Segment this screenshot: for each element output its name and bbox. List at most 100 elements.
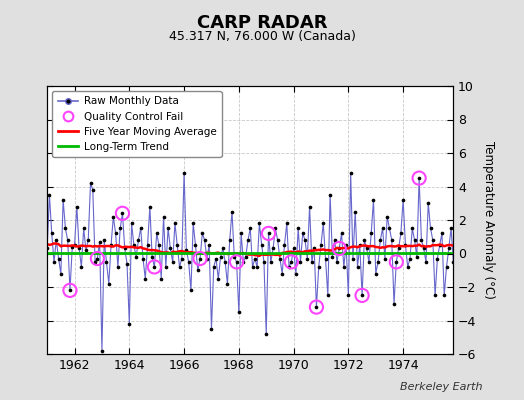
Point	[317, 242, 325, 248]
Point	[305, 203, 314, 210]
Point	[383, 214, 391, 220]
Point	[184, 259, 193, 265]
Point	[219, 245, 227, 252]
Point	[287, 259, 296, 265]
Point	[337, 230, 346, 237]
Point	[84, 237, 92, 243]
Y-axis label: Temperature Anomaly (°C): Temperature Anomaly (°C)	[482, 141, 495, 299]
Point	[114, 264, 122, 270]
Point	[372, 270, 380, 277]
Point	[176, 264, 184, 270]
Point	[390, 300, 398, 307]
Point	[221, 259, 230, 265]
Point	[66, 287, 74, 294]
Point	[98, 348, 106, 354]
Point	[157, 276, 166, 282]
Point	[45, 192, 53, 198]
Point	[95, 238, 104, 245]
Point	[424, 200, 432, 206]
Point	[253, 264, 261, 270]
Point	[68, 244, 77, 250]
Point	[203, 255, 211, 262]
Point	[280, 242, 289, 248]
Point	[161, 264, 170, 270]
Point	[444, 245, 453, 252]
Point	[429, 237, 437, 243]
Point	[63, 237, 72, 243]
Point	[415, 175, 423, 181]
Point	[150, 264, 159, 270]
Point	[431, 292, 439, 298]
Point	[244, 237, 252, 243]
Point	[246, 225, 255, 232]
Point	[100, 237, 108, 243]
Point	[193, 267, 202, 274]
Point	[73, 203, 81, 210]
Point	[312, 304, 321, 310]
Point	[440, 292, 449, 298]
Point	[129, 242, 138, 248]
Point	[146, 203, 154, 210]
Point	[232, 259, 241, 265]
Text: CARP RADAR: CARP RADAR	[196, 14, 328, 32]
Point	[388, 237, 396, 243]
Point	[326, 192, 334, 198]
Point	[123, 260, 131, 267]
Point	[264, 230, 272, 237]
Text: Berkeley Earth: Berkeley Earth	[400, 382, 482, 392]
Point	[335, 245, 343, 252]
Point	[223, 280, 232, 287]
Point	[228, 208, 236, 215]
Point	[205, 242, 213, 248]
Point	[77, 264, 85, 270]
Point	[276, 255, 284, 262]
Point	[374, 259, 382, 265]
Point	[427, 225, 435, 232]
Point	[408, 225, 417, 232]
Point	[212, 255, 220, 262]
Point	[52, 237, 60, 243]
Point	[422, 259, 430, 265]
Point	[260, 259, 268, 265]
Point	[433, 255, 442, 262]
Point	[294, 225, 302, 232]
Point	[267, 259, 275, 265]
Point	[232, 259, 241, 265]
Point	[109, 214, 117, 220]
Point	[134, 237, 143, 243]
Point	[356, 242, 364, 248]
Point	[360, 237, 368, 243]
Point	[107, 242, 115, 248]
Point	[452, 237, 460, 243]
Point	[93, 255, 102, 262]
Point	[319, 220, 328, 226]
Point	[105, 280, 113, 287]
Point	[191, 242, 200, 248]
Point	[271, 225, 279, 232]
Point	[214, 276, 223, 282]
Point	[242, 254, 250, 260]
Point	[417, 237, 425, 243]
Point	[102, 259, 111, 265]
Point	[225, 237, 234, 243]
Point	[410, 237, 419, 243]
Point	[257, 242, 266, 248]
Point	[363, 245, 371, 252]
Point	[144, 242, 152, 248]
Point	[262, 331, 270, 337]
Point	[235, 309, 243, 315]
Point	[376, 237, 385, 243]
Point	[93, 255, 102, 262]
Point	[395, 245, 403, 252]
Point	[328, 254, 336, 260]
Point	[166, 245, 174, 252]
Point	[196, 255, 204, 262]
Point	[86, 180, 95, 186]
Point	[248, 264, 257, 270]
Point	[57, 270, 65, 277]
Point	[308, 259, 316, 265]
Point	[82, 247, 90, 253]
Point	[397, 230, 405, 237]
Point	[401, 242, 410, 248]
Point	[303, 255, 311, 262]
